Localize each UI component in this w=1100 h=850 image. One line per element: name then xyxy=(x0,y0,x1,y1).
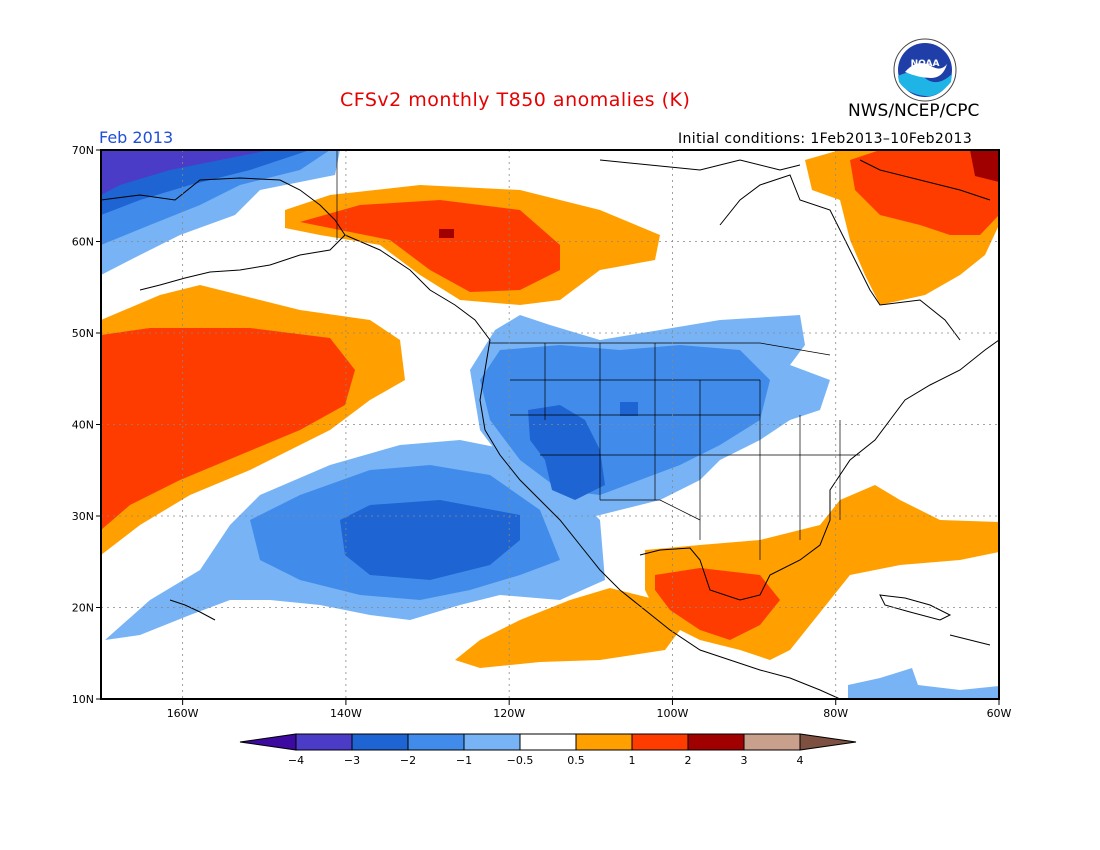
anomaly-fields xyxy=(101,150,999,699)
colorbar: −4 −3 −2 −1 −0.5 0.5 1 2 3 4 xyxy=(239,733,857,767)
colorbar-swatch xyxy=(519,733,577,751)
cold-region-west-us-core xyxy=(528,405,605,500)
warm-region-gulf-strong xyxy=(655,568,780,640)
lon-tick-label: 60W xyxy=(987,707,1012,720)
colorbar-label: −2 xyxy=(400,754,416,767)
month-label: Feb 2013 xyxy=(99,128,174,147)
colorbar-label: 1 xyxy=(629,754,636,767)
lon-tick-label: 140W xyxy=(330,707,362,720)
warm-region-greenland-strong xyxy=(850,150,999,235)
lat-tick-label: 50N xyxy=(72,327,94,340)
noaa-logo-icon: NOAA xyxy=(893,38,957,102)
warm-region-greenland-max xyxy=(970,150,999,182)
warm-region-east-pacific xyxy=(455,588,680,668)
lon-tick-label: 120W xyxy=(493,707,525,720)
colorbar-swatch xyxy=(407,733,465,751)
colorbar-arrow-left xyxy=(239,733,297,751)
colorbar-swatch xyxy=(295,733,353,751)
colorbar-label: 3 xyxy=(741,754,748,767)
initial-conditions-label: Initial conditions: 1Feb2013–10Feb2013 xyxy=(678,131,973,147)
colorbar-arrow-right xyxy=(799,733,857,751)
lat-tick-label: 40N xyxy=(72,419,94,432)
colorbar-swatch xyxy=(631,733,689,751)
map-title: CFSv2 monthly T850 anomalies (K) xyxy=(340,89,691,111)
colorbar-swatch xyxy=(743,733,801,751)
colorbar-label: 0.5 xyxy=(567,754,585,767)
colorbar-label: 4 xyxy=(797,754,804,767)
colorbar-swatch xyxy=(575,733,633,751)
political-boundaries xyxy=(336,150,860,560)
organization-label: NWS/NCEP/CPC xyxy=(848,101,980,121)
lon-tick-label: 100W xyxy=(657,707,689,720)
axis-ticks: 160W 140W 120W 100W 80W 60W 70N 60N 50N 40N 30N 20N… xyxy=(72,144,1012,720)
lat-tick-label: 60N xyxy=(72,236,94,249)
colorbar-label: −0.5 xyxy=(507,754,534,767)
lat-tick-label: 10N xyxy=(72,693,94,706)
cold-region-arctic-max xyxy=(101,150,270,195)
cold-region-west-us-patch xyxy=(620,402,638,416)
lat-tick-label: 20N xyxy=(72,602,94,615)
colorbar-swatch xyxy=(351,733,409,751)
colorbar-label: 2 xyxy=(685,754,692,767)
logo-text: NOAA xyxy=(911,59,940,69)
cold-region-pacific-core xyxy=(340,500,520,580)
cold-region-caribbean xyxy=(848,668,999,699)
warm-region-alaska-strong xyxy=(300,200,560,292)
lon-tick-label: 80W xyxy=(823,707,848,720)
colorbar-swatch xyxy=(463,733,521,751)
lon-tick-label: 160W xyxy=(167,707,199,720)
warm-region-alaska-max xyxy=(439,229,454,238)
lat-tick-label: 30N xyxy=(72,510,94,523)
warm-region-pacific-strong xyxy=(101,328,355,530)
lat-tick-label: 70N xyxy=(72,144,94,157)
gridlines xyxy=(101,150,999,699)
colorbar-swatch xyxy=(687,733,745,751)
colorbar-label: −4 xyxy=(288,754,304,767)
coastlines xyxy=(101,159,999,699)
colorbar-label: −1 xyxy=(456,754,472,767)
colorbar-label: −3 xyxy=(344,754,360,767)
